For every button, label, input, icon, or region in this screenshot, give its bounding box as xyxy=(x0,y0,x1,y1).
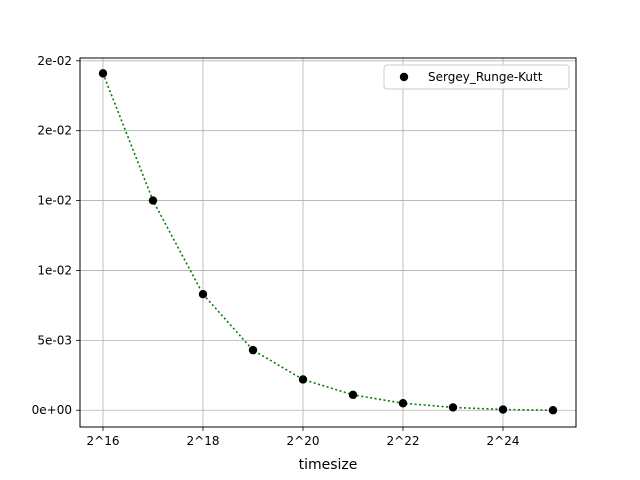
legend-box xyxy=(383,64,570,90)
x-tick-label: 2^22 xyxy=(387,434,420,448)
data-point xyxy=(498,405,508,414)
data-point xyxy=(398,399,408,408)
y-tick-label: 2e-02 xyxy=(37,124,72,138)
x-tick-label: 2^20 xyxy=(287,434,320,448)
data-point xyxy=(248,345,258,355)
y-tick-label: 1e-02 xyxy=(37,194,72,208)
y-tick-label: 1e-02 xyxy=(37,263,72,277)
legend: Sergey_Runge-Kutt xyxy=(383,64,570,90)
y-tick-label: 0e+00 xyxy=(32,403,72,417)
data-point xyxy=(198,290,208,299)
data-point xyxy=(98,69,108,78)
axes-frame xyxy=(79,57,577,428)
data-point xyxy=(298,375,308,384)
x-tick-label: 2^24 xyxy=(487,434,520,448)
legend-label: Sergey_Runge-Kutt xyxy=(428,70,543,84)
y-tick-label: 5e-03 xyxy=(37,333,72,347)
x-tick-label: 2^18 xyxy=(187,434,220,448)
grid xyxy=(80,58,576,427)
x-tick-label: 2^16 xyxy=(87,434,120,448)
series-layer xyxy=(98,69,558,415)
data-point xyxy=(548,406,558,415)
legend-marker xyxy=(399,72,409,82)
data-point xyxy=(348,390,358,400)
data-point xyxy=(148,196,158,205)
x-axis-title: timesize xyxy=(299,457,358,473)
series-line xyxy=(102,73,554,412)
y-tick-label: 2e-02 xyxy=(37,54,72,68)
data-point xyxy=(448,403,458,412)
ticks: 2^16 2^18 2^20 2^22 2^24 0e+00 5e-03 1e-02 1e-02… xyxy=(32,54,520,448)
